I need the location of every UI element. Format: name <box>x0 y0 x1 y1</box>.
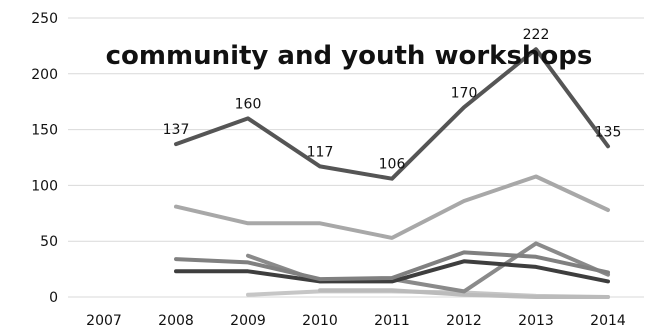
data-label: 222 <box>523 27 550 43</box>
y-tick-label: 200 <box>31 67 58 83</box>
series-line-1 <box>174 174 610 240</box>
x-tick-label: 2010 <box>302 313 338 329</box>
data-label: 160 <box>235 96 262 112</box>
x-tick-label: 2012 <box>446 313 482 329</box>
y-axis-ticks: 0 50 100 150 200 250 <box>31 11 58 306</box>
x-tick-label: 2013 <box>518 313 554 329</box>
series-line-5 <box>318 288 610 299</box>
x-tick-label: 2007 <box>86 313 122 329</box>
data-label: 117 <box>307 144 334 160</box>
x-tick-label: 2008 <box>158 313 194 329</box>
x-tick-label: 2011 <box>374 313 410 329</box>
data-label: 137 <box>163 122 190 138</box>
series-line-0 <box>174 47 610 181</box>
data-label: 106 <box>379 157 406 173</box>
x-tick-label: 2014 <box>590 313 626 329</box>
y-tick-label: 100 <box>31 178 58 194</box>
y-tick-label: 150 <box>31 123 58 139</box>
data-label: 135 <box>595 124 622 140</box>
series-line-3 <box>174 259 610 284</box>
series-line-4 <box>246 241 610 294</box>
series-line-2 <box>174 250 610 282</box>
series-lines <box>174 47 610 299</box>
y-tick-label: 250 <box>31 11 58 27</box>
chart-title: community and youth workshops <box>106 41 593 71</box>
x-axis-ticks: 2007 2008 2009 2010 2011 2012 2013 2014 <box>86 313 626 329</box>
data-labels: 137 160 117 106 170 222 135 <box>163 27 622 172</box>
data-label: 170 <box>451 85 478 101</box>
y-tick-label: 0 <box>49 290 58 306</box>
y-tick-label: 50 <box>40 234 58 250</box>
x-tick-label: 2009 <box>230 313 266 329</box>
